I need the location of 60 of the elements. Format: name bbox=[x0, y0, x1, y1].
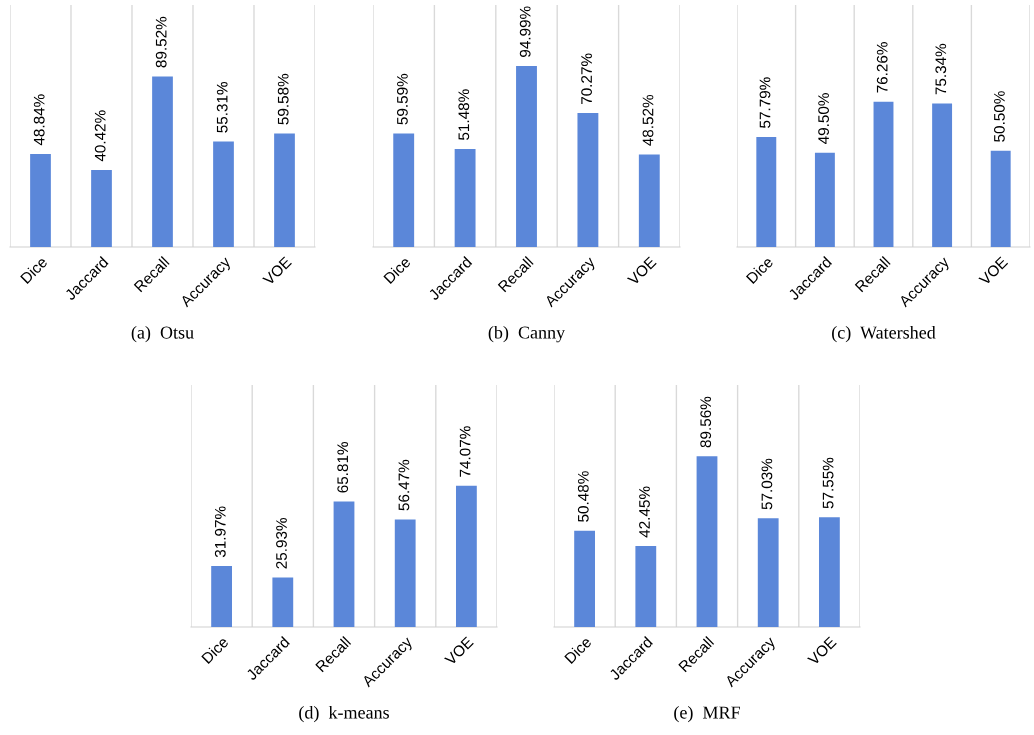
bar bbox=[574, 530, 595, 627]
x-tick-label: Dice bbox=[563, 635, 593, 664]
bar bbox=[454, 148, 476, 247]
text: (e) MRF bbox=[674, 705, 740, 723]
bar bbox=[213, 141, 234, 247]
bar bbox=[635, 546, 657, 627]
bar bbox=[638, 154, 660, 247]
data-label: 48.84% bbox=[33, 94, 45, 146]
data-label: 51.48% bbox=[458, 89, 470, 140]
bar bbox=[30, 153, 51, 247]
data-label: 59.59% bbox=[396, 73, 408, 125]
data-label: 65.81% bbox=[337, 441, 349, 493]
data-label: 42.45% bbox=[639, 486, 650, 538]
data-label: 49.50% bbox=[818, 93, 829, 144]
data-label: 25.93% bbox=[276, 517, 287, 569]
bar bbox=[757, 518, 779, 627]
bar bbox=[696, 456, 718, 627]
bar bbox=[456, 485, 477, 627]
data-label: 56.47% bbox=[398, 459, 410, 511]
text: (a) Otsu bbox=[131, 325, 194, 343]
data-label: 89.56% bbox=[700, 396, 712, 448]
bar bbox=[274, 133, 295, 247]
bar bbox=[272, 577, 294, 627]
data-label: 76.26% bbox=[876, 42, 888, 93]
x-tick-label: Dice bbox=[382, 255, 412, 284]
x-tick-label: Dice bbox=[745, 255, 774, 284]
text: (d) k-means bbox=[299, 705, 389, 723]
bar bbox=[756, 136, 777, 247]
bar bbox=[333, 501, 355, 627]
bar bbox=[393, 133, 415, 247]
text: (c) Watershed bbox=[832, 325, 936, 343]
bar bbox=[91, 169, 112, 247]
data-label: 94.99% bbox=[519, 6, 531, 57]
data-label: 31.97% bbox=[214, 506, 226, 558]
data-label: 57.79% bbox=[759, 77, 771, 128]
x-tick-label: Dice bbox=[200, 635, 230, 664]
data-label: 57.55% bbox=[822, 457, 834, 509]
text: (b) Canny bbox=[488, 325, 566, 343]
bar bbox=[577, 113, 599, 247]
data-label: 70.27% bbox=[581, 53, 592, 104]
data-label: 48.52% bbox=[642, 94, 654, 146]
bar bbox=[516, 66, 537, 247]
bar bbox=[152, 76, 173, 247]
bar bbox=[873, 101, 894, 247]
bar bbox=[819, 517, 840, 627]
bar bbox=[814, 152, 835, 247]
bar bbox=[394, 519, 416, 627]
data-label: 75.34% bbox=[935, 43, 947, 95]
data-label: 50.50% bbox=[993, 91, 1005, 142]
data-label: 40.42% bbox=[94, 110, 106, 162]
data-label: 55.31% bbox=[216, 82, 228, 133]
data-label: 59.58% bbox=[277, 73, 289, 125]
data-label: 89.52% bbox=[155, 16, 167, 68]
x-tick-label: Dice bbox=[19, 255, 48, 284]
bar bbox=[932, 103, 953, 247]
bar bbox=[990, 150, 1011, 247]
bar bbox=[211, 566, 232, 627]
data-label: 74.07% bbox=[459, 426, 471, 477]
data-label: 50.48% bbox=[577, 471, 589, 522]
data-label: 57.03% bbox=[761, 458, 773, 510]
